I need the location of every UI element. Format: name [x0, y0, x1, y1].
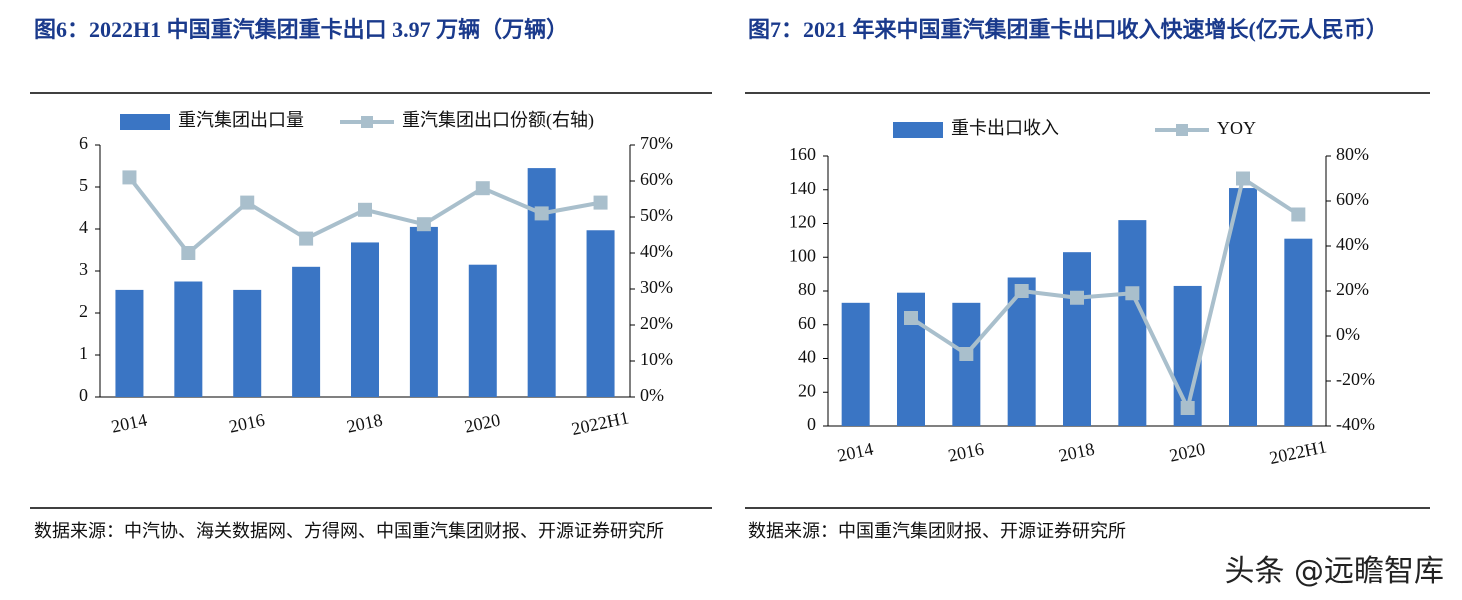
legend-swatch	[361, 116, 373, 128]
y-tick-label: 140	[789, 178, 816, 198]
y2-tick-label: 30%	[640, 277, 673, 297]
y-tick-label: 120	[789, 212, 816, 232]
y2-tick-label: 60%	[640, 169, 673, 189]
x-tick-label: 2020	[1168, 439, 1207, 466]
bar	[1284, 238, 1313, 426]
y-tick-label: 5	[79, 175, 88, 195]
x-tick-label: 2022H1	[570, 407, 631, 439]
point	[358, 202, 372, 217]
y2-tick-label: 0%	[1336, 324, 1360, 344]
point	[181, 246, 196, 260]
y-tick-label: 160	[789, 144, 816, 164]
point	[1291, 207, 1306, 222]
bar	[1063, 252, 1091, 426]
y-tick-label: 20	[798, 380, 816, 400]
point	[1236, 171, 1250, 186]
bar	[292, 266, 321, 397]
y-tick-label: 3	[79, 259, 88, 279]
y-tick-label: 100	[789, 245, 816, 265]
point	[1125, 286, 1140, 301]
bar	[1118, 220, 1147, 426]
y-tick-label: 60	[798, 313, 816, 333]
chart-title: 图6：2022H1 中国重汽集团重卡出口 3.97 万辆（万辆）	[34, 17, 569, 42]
point	[1014, 284, 1029, 298]
point	[534, 206, 549, 221]
point	[299, 231, 314, 246]
source: 数据来源：中汽协、海关数据网、方得网、中国重汽集团财报、开源证券研究所	[34, 521, 664, 541]
bar	[527, 168, 556, 397]
bar	[841, 302, 870, 426]
y2-tick-label: 0%	[640, 385, 664, 405]
y-tick-label: 2	[79, 301, 88, 321]
bar	[174, 281, 203, 397]
y-tick-label: 1	[79, 343, 88, 363]
bar	[468, 264, 497, 397]
x-tick-label: 2022H1	[1267, 436, 1328, 468]
x-tick-label: 2018	[1057, 439, 1096, 466]
chart-title: 图7：2021 年来中国重汽集团重卡出口收入快速增长(亿元人民币）	[748, 17, 1388, 42]
y2-tick-label: 40%	[1336, 234, 1369, 254]
y2-tick-label: -20%	[1336, 369, 1375, 389]
x-tick-label: 2020	[463, 410, 502, 437]
y2-tick-label: -40%	[1336, 414, 1375, 434]
bar	[586, 230, 615, 397]
point	[1180, 401, 1195, 415]
bar	[351, 242, 379, 397]
line	[909, 176, 1300, 410]
point	[593, 195, 608, 210]
legend-label: 重汽集团出口份额(右轴)	[402, 110, 594, 131]
point	[416, 217, 431, 232]
y-tick-label: 6	[79, 133, 88, 153]
y2-tick-label: 50%	[640, 205, 673, 225]
legend-label: 重汽集团出口量	[178, 110, 304, 130]
legend-label: 重卡出口收入	[951, 118, 1059, 138]
legend-swatch	[1176, 124, 1188, 136]
x-tick-label: 2018	[345, 410, 384, 437]
x-tick-label: 2014	[836, 439, 875, 466]
watermark: 头条 @远瞻智库	[1224, 554, 1444, 589]
legend-swatch	[893, 122, 943, 138]
point	[904, 311, 918, 325]
y2-tick-label: 40%	[640, 241, 673, 261]
point	[1070, 290, 1084, 305]
y-tick-label: 40	[798, 347, 816, 367]
legend-label: YOY	[1217, 118, 1256, 138]
bar	[1229, 188, 1257, 426]
x-tick-label: 2016	[227, 410, 266, 437]
point	[959, 347, 974, 361]
y2-tick-label: 20%	[1336, 279, 1369, 299]
x-tick-label: 2016	[946, 439, 985, 466]
y-tick-label: 4	[79, 217, 88, 237]
y2-tick-label: 70%	[640, 133, 673, 153]
y2-tick-label: 20%	[640, 313, 673, 333]
y2-tick-label: 80%	[1336, 144, 1369, 164]
y-tick-label: 0	[807, 414, 816, 434]
bar	[952, 302, 981, 426]
x-tick-label: 2014	[109, 410, 148, 437]
y-tick-label: 0	[79, 385, 88, 405]
y2-tick-label: 10%	[640, 349, 673, 369]
source: 数据来源：中国重汽集团财报、开源证券研究所	[748, 521, 1126, 541]
point	[122, 170, 137, 185]
bar	[115, 289, 144, 397]
y-tick-label: 80	[798, 279, 816, 299]
y2-tick-label: 60%	[1336, 189, 1369, 209]
legend-swatch	[120, 114, 170, 130]
bar	[233, 289, 262, 397]
bar	[409, 226, 438, 397]
point	[240, 195, 255, 210]
point	[475, 181, 490, 196]
